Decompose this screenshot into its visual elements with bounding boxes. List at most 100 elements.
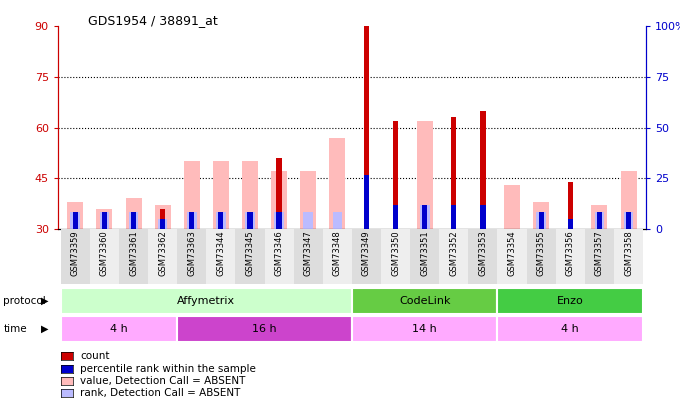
Text: 14 h: 14 h: [412, 324, 437, 334]
Bar: [126, 198, 141, 229]
Bar: [177, 316, 352, 342]
Bar: [129, 212, 138, 229]
Text: GSM73351: GSM73351: [420, 230, 429, 276]
Bar: [242, 161, 258, 229]
Bar: [274, 212, 284, 229]
Bar: [504, 185, 520, 229]
Bar: [102, 212, 107, 229]
Bar: [184, 161, 200, 229]
Bar: [537, 212, 546, 229]
Text: 4 h: 4 h: [110, 324, 128, 334]
Bar: [410, 229, 439, 284]
Bar: [480, 111, 486, 229]
Text: Enzo: Enzo: [557, 296, 583, 306]
Bar: [73, 212, 78, 229]
Bar: [422, 205, 427, 229]
Bar: [597, 212, 602, 229]
Text: protocol: protocol: [3, 296, 46, 306]
Text: rank, Detection Call = ABSENT: rank, Detection Call = ABSENT: [80, 388, 241, 398]
Bar: [97, 209, 112, 229]
Bar: [364, 175, 369, 229]
Bar: [160, 219, 165, 229]
Bar: [420, 205, 430, 229]
Bar: [393, 121, 398, 229]
Text: count: count: [80, 352, 109, 361]
Bar: [592, 205, 607, 229]
Bar: [218, 212, 224, 229]
Text: GSM73354: GSM73354: [507, 230, 517, 276]
Bar: [439, 229, 469, 284]
Bar: [187, 212, 197, 229]
Bar: [352, 229, 381, 284]
Bar: [265, 229, 294, 284]
Bar: [213, 161, 229, 229]
Text: GSM73355: GSM73355: [537, 230, 545, 276]
Bar: [556, 229, 585, 284]
Bar: [469, 229, 498, 284]
Bar: [206, 229, 235, 284]
Text: GSM73356: GSM73356: [566, 230, 575, 276]
Bar: [61, 288, 352, 314]
Bar: [245, 212, 255, 229]
Bar: [160, 209, 165, 229]
Text: GSM73348: GSM73348: [333, 230, 342, 276]
Bar: [323, 229, 352, 284]
Text: CodeLink: CodeLink: [399, 296, 450, 306]
Text: GSM73346: GSM73346: [275, 230, 284, 276]
Text: GSM73361: GSM73361: [129, 230, 138, 276]
Bar: [90, 229, 119, 284]
Text: 4 h: 4 h: [562, 324, 579, 334]
Text: GSM73353: GSM73353: [479, 230, 488, 276]
Bar: [300, 171, 316, 229]
Bar: [248, 212, 252, 229]
Text: GSM73352: GSM73352: [449, 230, 458, 276]
Bar: [235, 229, 265, 284]
Bar: [329, 138, 345, 229]
Text: 16 h: 16 h: [252, 324, 277, 334]
Bar: [119, 229, 148, 284]
Text: GSM73349: GSM73349: [362, 230, 371, 276]
Text: Affymetrix: Affymetrix: [177, 296, 235, 306]
Bar: [568, 219, 573, 229]
Bar: [533, 202, 549, 229]
Bar: [61, 316, 177, 342]
Bar: [452, 205, 456, 229]
Bar: [333, 212, 342, 229]
Text: GSM73347: GSM73347: [304, 230, 313, 276]
Text: GSM73345: GSM73345: [245, 230, 254, 276]
Text: value, Detection Call = ABSENT: value, Detection Call = ABSENT: [80, 376, 245, 386]
Bar: [131, 212, 136, 229]
Bar: [189, 212, 194, 229]
Bar: [526, 229, 556, 284]
Bar: [71, 212, 80, 229]
Bar: [352, 288, 498, 314]
Text: GSM73359: GSM73359: [71, 230, 80, 276]
Bar: [498, 316, 643, 342]
Text: GSM73363: GSM73363: [187, 230, 197, 276]
Bar: [216, 212, 226, 229]
Bar: [621, 171, 636, 229]
Bar: [67, 202, 83, 229]
Bar: [364, 26, 369, 229]
Text: ▶: ▶: [41, 324, 49, 334]
Bar: [271, 171, 287, 229]
Bar: [585, 229, 614, 284]
Text: GSM73362: GSM73362: [158, 230, 167, 276]
Bar: [148, 229, 177, 284]
Bar: [498, 229, 526, 284]
Text: ▶: ▶: [41, 296, 49, 306]
Bar: [393, 205, 398, 229]
Text: GSM73358: GSM73358: [624, 230, 633, 276]
Bar: [539, 212, 544, 229]
Text: GSM73357: GSM73357: [595, 230, 604, 276]
Bar: [61, 229, 90, 284]
Text: GSM73350: GSM73350: [391, 230, 400, 276]
Bar: [480, 205, 486, 229]
Bar: [154, 205, 171, 229]
Bar: [624, 212, 633, 229]
Bar: [99, 212, 109, 229]
Text: time: time: [3, 324, 27, 334]
Bar: [303, 212, 313, 229]
Bar: [294, 229, 323, 284]
Bar: [568, 181, 573, 229]
